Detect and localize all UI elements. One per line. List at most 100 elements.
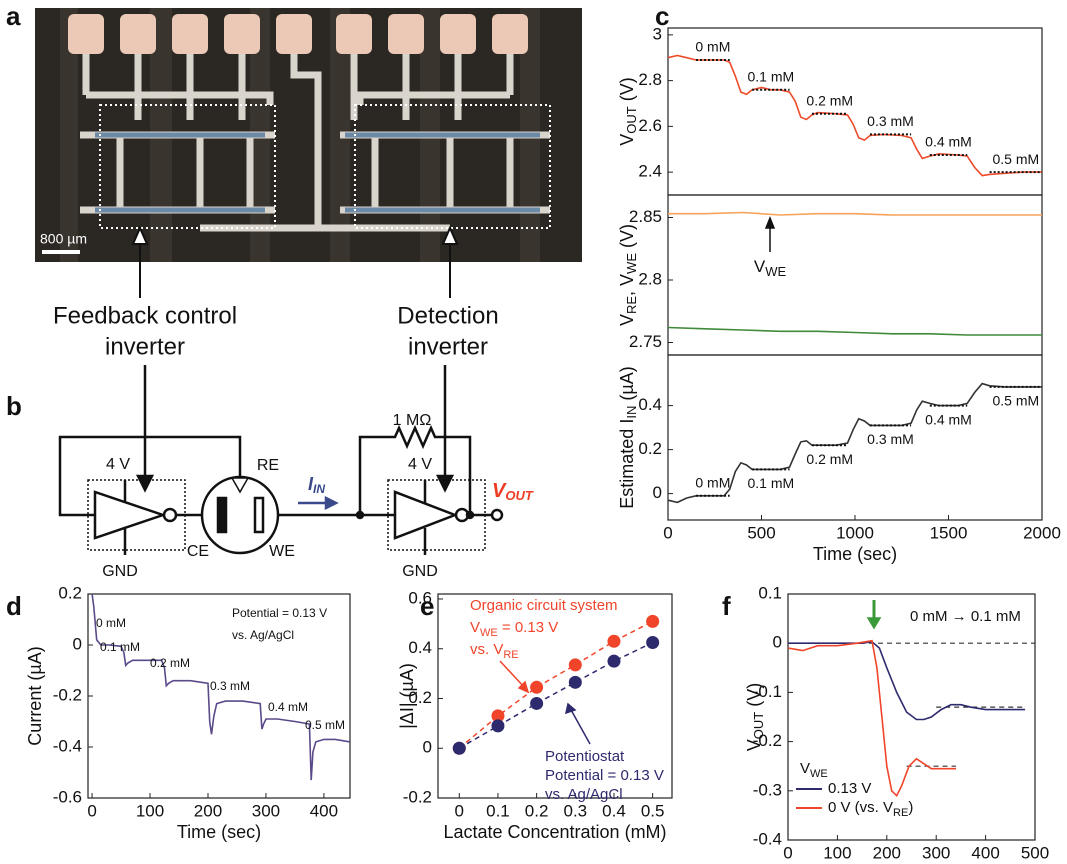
y-axis-label-part: Current (µA) [25, 646, 45, 745]
plot-frame [787, 593, 1036, 841]
annotation: vs. VRE [470, 641, 519, 661]
y-tick-label: -0.2 [53, 685, 82, 704]
supply-label: 4 V [408, 456, 432, 473]
callout-line: inverter [105, 333, 185, 360]
x-tick-label: 400 [310, 801, 338, 820]
ground-label: GND [402, 563, 438, 580]
level-label: 0.1 mM [748, 475, 795, 491]
y-tick-label: 0 [423, 738, 432, 757]
data-point [568, 658, 582, 672]
y-tick-label: -0.3 [753, 780, 782, 799]
x-tick-label: 1500 [930, 523, 968, 542]
y-axis-label-part: OUT [751, 712, 766, 740]
y-tick-label: 0.2 [58, 583, 82, 602]
annotation: 0.5 mM [305, 718, 345, 732]
legend-title-part: V [800, 760, 810, 777]
x-tick-label: 0.3 [563, 801, 587, 820]
annotation: VWE [754, 257, 787, 279]
output-label: VOUT [492, 480, 534, 503]
series-line [787, 639, 956, 798]
level-label: 0.2 mM [806, 451, 853, 467]
y-tick-label: 0 [653, 483, 662, 502]
annotation: 0 mM → 0.1 mM [910, 608, 1021, 625]
level-label: 0.3 mM [867, 113, 914, 129]
data-point [530, 680, 544, 694]
y-axis-label: Estimated IIN (µA) [617, 366, 640, 508]
y-axis-label-part: |ΔI| (µA) [397, 663, 417, 729]
y-axis-label: VOUT (V) [744, 683, 767, 751]
annotation-part: V [470, 619, 480, 636]
y-axis-label-part: (V) [744, 683, 764, 712]
y-tick-label: -0.4 [53, 736, 82, 755]
y-axis-label-part: V [617, 314, 637, 326]
annotation-part: WE [765, 264, 786, 279]
scale-bar-label: 800 µm [40, 231, 87, 247]
annotation: Potential = 0.13 V [545, 767, 664, 784]
legend-title: VWE [800, 760, 828, 780]
level-label: 0.2 mM [806, 92, 853, 108]
y-tick-label: 3 [653, 24, 662, 43]
x-tick-label: 0.5 [641, 801, 665, 820]
y-tick-label: 0 [773, 633, 782, 652]
output-symbol: V [492, 480, 507, 502]
supply-label: 4 V [106, 456, 130, 473]
y-tick-label: 0.2 [638, 439, 662, 458]
y-axis-label-part: IN [624, 406, 639, 419]
x-axis-label: Lactate Concentration (mM) [443, 822, 666, 842]
data-point [646, 614, 660, 628]
y-axis-label-part: , V [617, 274, 637, 296]
electrode-label: WE [269, 543, 295, 560]
x-tick-label: 200 [873, 843, 901, 862]
data-point [607, 654, 621, 668]
series-line [667, 54, 1042, 177]
x-tick-label: 2000 [1023, 523, 1061, 542]
y-tick-label: -0.4 [753, 829, 782, 848]
series-line [667, 326, 1042, 336]
legend-label-part: ) [908, 799, 913, 816]
data-point [530, 696, 544, 710]
device-photo: 800 µm [35, 8, 582, 262]
y-tick-label: 0.1 [758, 583, 782, 602]
y-axis-label-part: OUT [624, 106, 639, 134]
feedback-box [99, 104, 276, 229]
y-tick-label: 2.6 [638, 116, 662, 135]
annotation: 0 mM [96, 616, 126, 630]
callout-line: Feedback control [53, 302, 237, 329]
level-label: 0 mM [695, 39, 730, 55]
callout-line: Detection [397, 302, 498, 329]
x-tick-label: 0 [783, 843, 792, 862]
legend-label-part: 0 V (vs. V [828, 799, 893, 816]
ground-label: GND [102, 563, 138, 580]
photo-arrows [131, 225, 459, 298]
plot-frame [667, 194, 1043, 356]
annotation-arrows [499, 215, 882, 745]
y-axis-label: VOUT (V) [617, 77, 640, 145]
electrode-label: CE [187, 543, 209, 560]
panel-label: e [420, 591, 434, 621]
current-label: IIN [308, 474, 325, 496]
series-line [458, 620, 654, 749]
x-tick-label: 200 [194, 801, 222, 820]
y-axis-label-part: WE [624, 253, 639, 274]
series-line [788, 640, 1026, 721]
y-tick-label: -0.2 [753, 731, 782, 750]
y-tick-label: 0.6 [408, 588, 432, 607]
electrode-label: RE [257, 457, 279, 474]
x-tick-label: 100 [823, 843, 851, 862]
legend-label: 0.13 V [828, 780, 871, 797]
output-subscript: OUT [505, 488, 534, 503]
panel-label: f [722, 591, 731, 621]
x-tick-label: 1000 [836, 523, 874, 542]
x-tick-label: 300 [922, 843, 950, 862]
legend-label-part: RE [893, 807, 908, 819]
y-axis-label: VRE, VWE (V) [617, 224, 640, 326]
x-tick-label: 500 [1021, 843, 1049, 862]
y-axis-label-part: Estimated I [617, 419, 637, 509]
y-tick-label: 2.85 [629, 207, 662, 226]
series-line [668, 211, 1042, 216]
y-tick-label: 0.4 [638, 395, 662, 414]
x-tick-label: 100 [136, 801, 164, 820]
data-point [452, 741, 466, 755]
x-tick-label: 400 [971, 843, 999, 862]
